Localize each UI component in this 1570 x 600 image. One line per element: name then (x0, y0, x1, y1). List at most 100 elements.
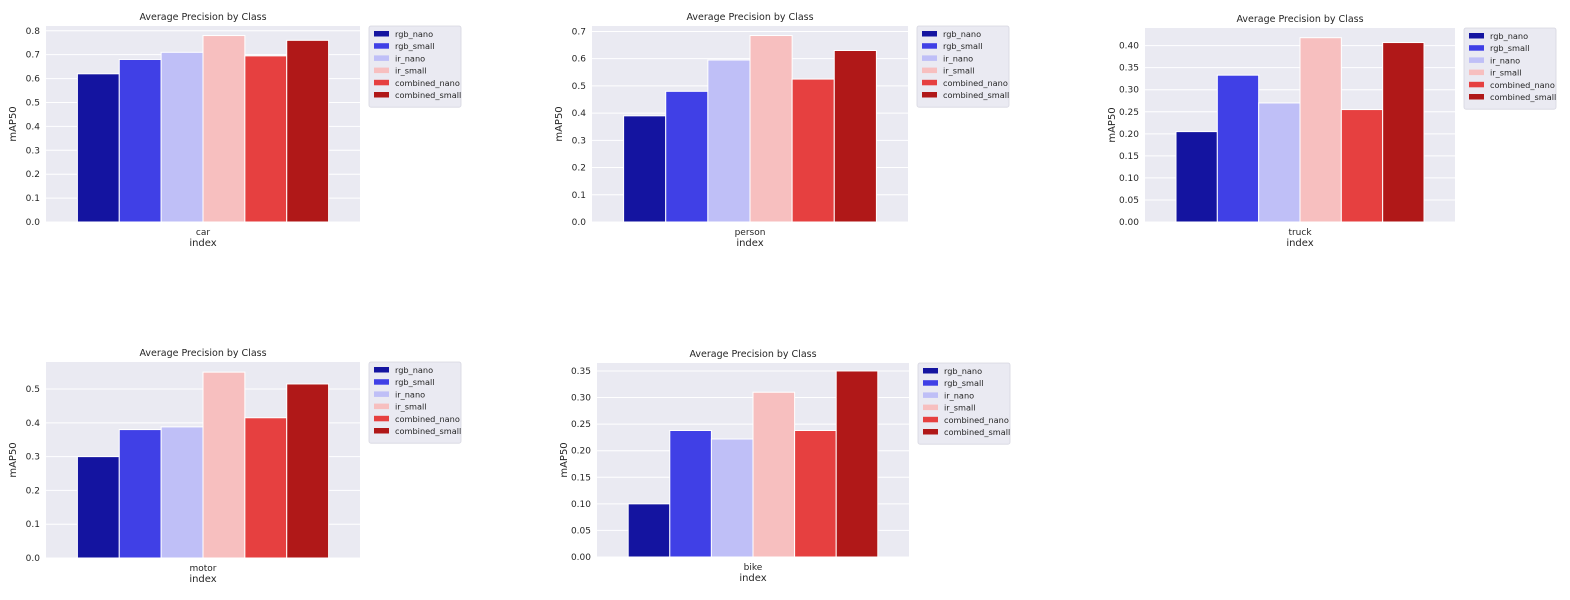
x-tick-label: bike (744, 563, 763, 573)
legend-box (368, 361, 462, 444)
x-axis-label: index (736, 238, 763, 249)
legend-swatch-rgb_nano (374, 367, 389, 373)
y-tick-label: 0.25 (1119, 108, 1139, 118)
legend-swatch-combined_small (922, 92, 937, 98)
y-tick-label: 0.4 (26, 122, 41, 132)
y-tick-label: 0.5 (26, 98, 40, 108)
y-tick-label: 0.30 (571, 394, 591, 404)
legend-swatch-ir_small (922, 67, 937, 74)
y-tick-label: 0.15 (571, 473, 591, 483)
x-tick-label: car (196, 228, 210, 238)
bar-rgb_nano (627, 503, 671, 558)
y-tick-label: 0.2 (26, 486, 40, 496)
y-tick-label: 0.0 (572, 218, 587, 228)
chart-bike: 0.00 0.05 0.10 0.15 0.20 0.25 0.30 0.35 bikeinde… (559, 349, 1011, 584)
legend-swatch-ir_small (923, 404, 938, 411)
y-tick-label: 0.5 (572, 82, 586, 92)
legend-label-ir_nano: ir_nano (943, 53, 973, 63)
bar-ir_small (749, 35, 793, 223)
bar-combined_small (835, 370, 879, 558)
y-tick-label: 0.0 (26, 554, 41, 564)
legend-label-ir_small: ir_small (944, 403, 976, 413)
y-tick-label: 0.30 (1119, 86, 1139, 96)
y-tick-label: 0.00 (571, 553, 591, 563)
y-tick-label: 0.3 (26, 146, 40, 156)
legend-box (916, 25, 1010, 108)
y-tick-label: 0.1 (572, 191, 586, 201)
legend-label-ir_small: ir_small (395, 402, 427, 412)
legend-swatch-combined_small (923, 429, 938, 435)
chart-title: Average Precision by Class (139, 348, 266, 359)
bar-rgb_small (118, 58, 162, 223)
y-tick-label: 0.15 (1119, 152, 1139, 162)
bar-combined_small (1382, 42, 1425, 223)
legend-label-combined_small: combined_small (1490, 92, 1556, 102)
x-axis-label: index (1286, 238, 1313, 249)
bar-combined_small (286, 39, 330, 223)
legend-label-rgb_small: rgb_small (395, 377, 435, 387)
bar-ir_small (202, 35, 246, 223)
bar-rgb_small (118, 429, 162, 559)
legend-label-combined_small: combined_small (944, 427, 1010, 437)
legend-label-combined_nano: combined_nano (395, 414, 460, 424)
bar-combined_small (833, 50, 877, 223)
legend-swatch-ir_nano (923, 392, 938, 398)
bar-combined_nano (794, 430, 837, 558)
bar-combined_small (286, 383, 330, 559)
bar-rgb_small (669, 430, 712, 558)
bar-ir_small (752, 391, 796, 558)
legend-label-combined_nano: combined_nano (1490, 80, 1555, 90)
legend-swatch-combined_small (1469, 94, 1484, 100)
y-tick-label: 0.3 (572, 136, 586, 146)
legend-label-combined_nano: combined_nano (943, 78, 1008, 88)
legend-label-rgb_small: rgb_small (943, 41, 983, 51)
y-tick-label: 0.00 (1119, 218, 1139, 228)
bar-ir_nano (710, 438, 754, 558)
y-tick-label: 0.05 (1119, 196, 1139, 206)
bar-combined_nano (1340, 109, 1384, 223)
y-tick-label: 0.4 (572, 109, 587, 119)
y-tick-label: 0.05 (571, 526, 591, 536)
legend-swatch-ir_nano (374, 391, 389, 397)
y-tick-label: 0.1 (26, 194, 40, 204)
legend-label-combined_nano: combined_nano (944, 415, 1009, 425)
legend-swatch-ir_small (374, 403, 389, 410)
legend-label-ir_nano: ir_nano (944, 390, 974, 400)
legend-label-ir_nano: ir_nano (395, 53, 425, 63)
legend-swatch-rgb_nano (1469, 33, 1484, 39)
y-tick-label: 0.2 (572, 164, 586, 174)
bar-ir_nano (1258, 102, 1301, 223)
legend-label-rgb_small: rgb_small (944, 378, 984, 388)
y-tick-label: 0.35 (571, 367, 591, 377)
y-tick-label: 0.1 (26, 520, 40, 530)
y-tick-label: 0.20 (571, 447, 591, 457)
legend-swatch-rgb_nano (922, 31, 937, 37)
legend-swatch-ir_small (374, 67, 389, 74)
legend-label-rgb_nano: rgb_nano (395, 29, 433, 39)
y-axis-label: mAP50 (554, 106, 565, 141)
y-axis-label: mAP50 (8, 442, 19, 477)
legend-swatch-rgb_small (374, 43, 389, 49)
y-axis-label: mAP50 (1107, 107, 1118, 142)
y-tick-label: 0.7 (26, 51, 40, 61)
bar-rgb_nano (623, 115, 667, 223)
legend-label-rgb_small: rgb_small (395, 41, 435, 51)
legend-swatch-combined_small (374, 428, 389, 434)
y-tick-label: 0.4 (26, 419, 41, 429)
y-tick-label: 0.10 (571, 500, 591, 510)
legend-swatch-rgb_small (922, 43, 937, 49)
bar-rgb_nano (1175, 131, 1218, 223)
legend-swatch-ir_nano (922, 55, 937, 61)
legend-swatch-combined_nano (923, 416, 938, 423)
y-axis-label: mAP50 (8, 106, 19, 141)
legend-swatch-ir_small (1469, 69, 1484, 76)
chart-truck: 0.00 0.05 0.10 0.15 0.20 0.25 0.30 0.35 0.40 truc… (1107, 14, 1557, 249)
legend-swatch-rgb_nano (923, 368, 938, 374)
legend-swatch-rgb_small (1469, 45, 1484, 51)
legend-swatch-combined_small (374, 92, 389, 98)
legend: rgb_nano rgb_small ir_nano ir_small combined… (1463, 27, 1557, 110)
